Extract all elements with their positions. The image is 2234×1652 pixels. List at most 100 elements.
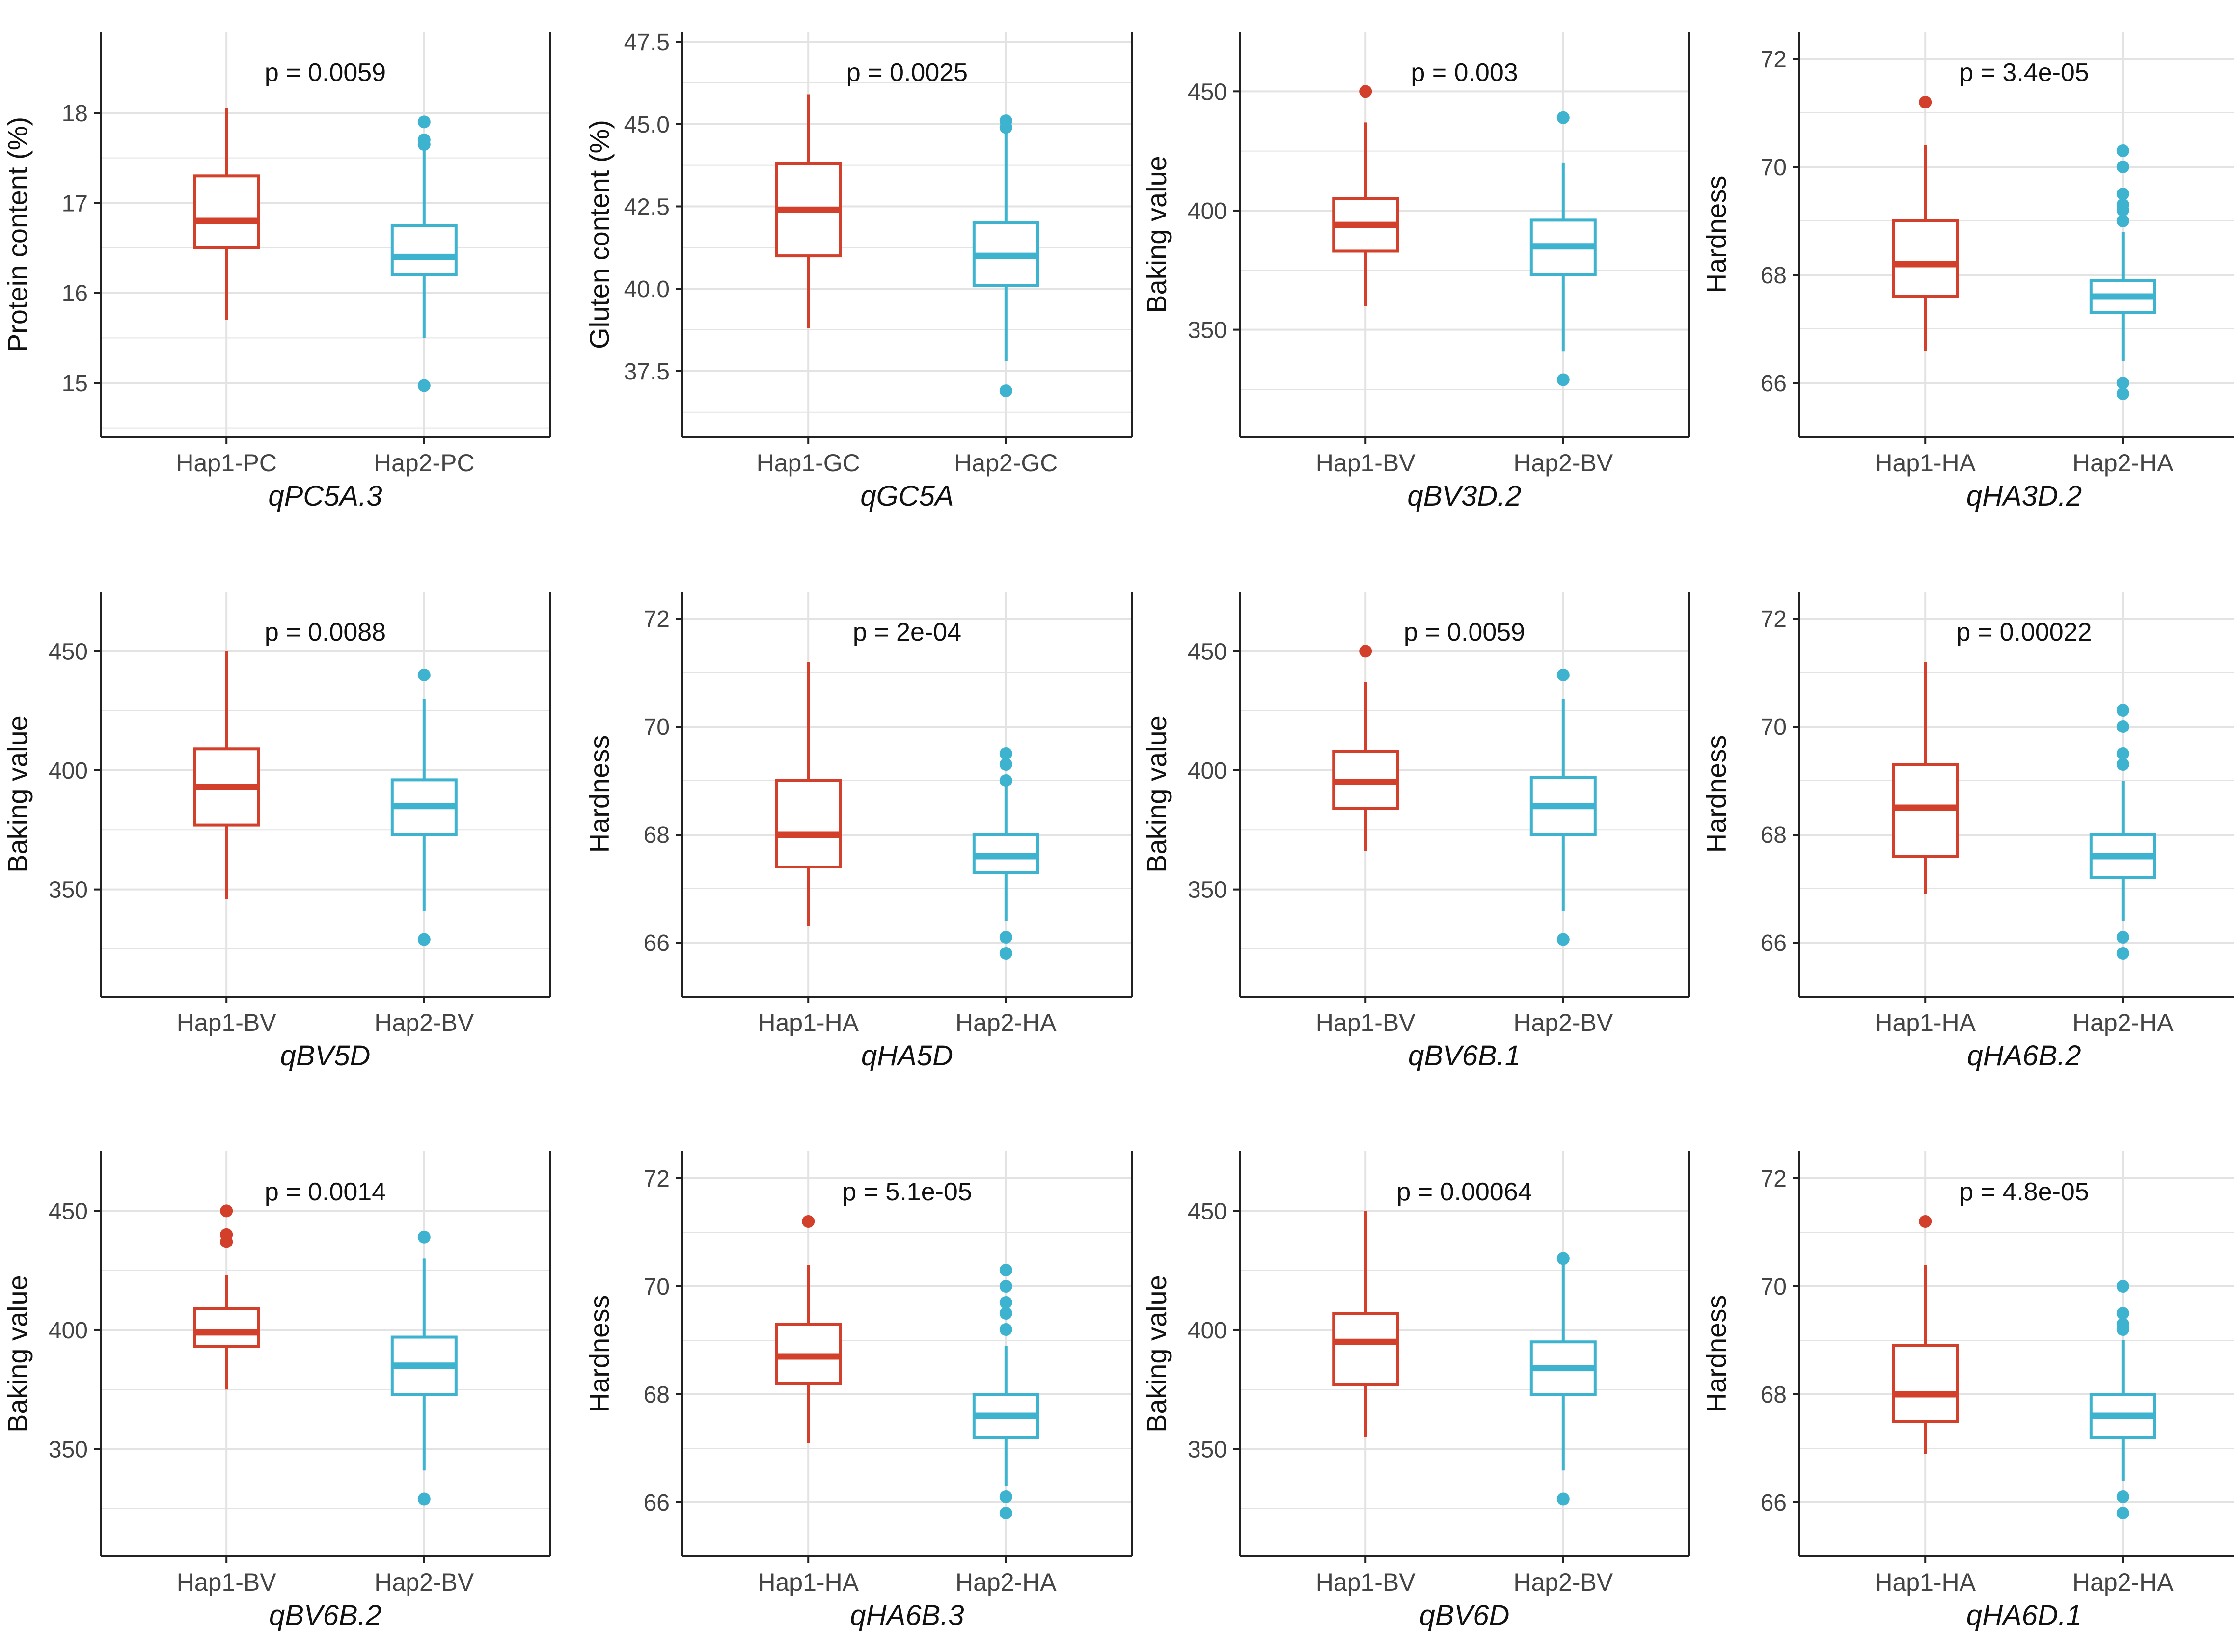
y-tick-label: 400 [1188, 1318, 1227, 1344]
box-iqr [193, 1307, 260, 1348]
outlier-point [999, 758, 1012, 771]
box-group-hap1 [193, 108, 260, 320]
box-group-hap1 [1892, 662, 1959, 894]
x-tick-label: Hap1-HA [758, 1009, 859, 1036]
y-tick-label: 350 [1188, 318, 1227, 344]
outlier-point [1556, 1252, 1570, 1265]
panel-3: 350 400 450 Hap1-BV Hap2-BV qBV3D.2 Baking val… [1141, 32, 1690, 512]
y-tick-label: 72 [644, 1166, 670, 1192]
y-tick-label: 70 [1761, 714, 1787, 740]
box-group-hap2 [1529, 1252, 1597, 1506]
y-tick-label: 68 [644, 822, 670, 848]
outlier-point [417, 115, 431, 129]
y-tick-label: 15 [62, 371, 88, 397]
outlier-point [2116, 704, 2129, 717]
panel-10: 66 68 70 72 Hap1-HA Hap2-HA qHA6B.3 Hardness p =… [584, 1151, 1133, 1631]
outlier-point [2116, 215, 2129, 227]
y-axis-title: Hardness [1701, 735, 1732, 853]
x-axis-title: qHA6B.3 [850, 1599, 964, 1631]
p-value-label: p = 0.0059 [265, 58, 386, 87]
outlier-point [999, 1507, 1012, 1519]
box-iqr [193, 174, 260, 250]
x-tick-label: Hap2-HA [955, 1569, 1057, 1596]
x-axis-title: qBV3D.2 [1407, 480, 1521, 512]
x-axis-title: qBV5D [280, 1040, 371, 1072]
y-tick-label: 70 [644, 1274, 670, 1300]
outlier-point [417, 1492, 431, 1506]
outlier-point [999, 774, 1012, 787]
box-group-hap2 [2089, 144, 2156, 400]
outlier-point [2116, 188, 2129, 200]
outlier-point [1919, 1215, 1932, 1228]
y-tick-label: 16 [62, 281, 88, 307]
x-tick-label: Hap1-HA [1875, 449, 1976, 477]
x-tick-label: Hap2-HA [955, 1009, 1057, 1036]
y-tick-label: 450 [49, 639, 88, 665]
x-tick-label: Hap1-BV [1316, 1009, 1416, 1036]
y-tick-label: 68 [1761, 263, 1787, 289]
outlier-point [417, 668, 431, 681]
outlier-point [1359, 85, 1372, 98]
outlier-point [999, 1307, 1012, 1320]
x-tick-label: Hap2-BV [1513, 449, 1613, 477]
y-tick-label: 72 [1761, 606, 1787, 632]
outlier-point [2116, 387, 2129, 400]
y-tick-label: 18 [62, 101, 88, 127]
x-axis-title: qBV6B.2 [269, 1599, 381, 1631]
outlier-point [2116, 1490, 2129, 1503]
y-tick-label: 400 [49, 758, 88, 784]
p-value-label: p = 5.1e-05 [842, 1178, 972, 1206]
box-group-hap1 [1332, 1211, 1399, 1437]
outlier-point [2116, 1318, 2129, 1330]
box-group-hap1 [1332, 645, 1399, 851]
box-iqr [390, 224, 458, 276]
panel-9: 350 400 450 Hap1-BV Hap2-BV qBV6B.2 Baking val… [2, 1151, 551, 1631]
box-group-hap1 [193, 651, 260, 899]
x-tick-label: Hap2-HA [2072, 449, 2174, 477]
outlier-point [1556, 373, 1570, 386]
x-axis-title: qHA3D.2 [1966, 480, 2082, 512]
outlier-point [999, 1296, 1012, 1309]
p-value-label: p = 0.0059 [1404, 618, 1525, 647]
x-tick-label: Hap1-HA [758, 1569, 859, 1596]
box-group-hap1 [1892, 96, 1959, 351]
y-tick-label: 400 [49, 1318, 88, 1344]
box-iqr [1332, 1312, 1399, 1386]
outlier-point [999, 1490, 1012, 1503]
panel-4: 66 68 70 72 Hap1-HA Hap2-HA qHA3D.2 Hardness p =… [1701, 32, 2234, 512]
box-iqr [1892, 219, 1959, 298]
x-axis-title: qPC5A.3 [268, 480, 382, 512]
y-tick-label: 66 [1761, 1490, 1787, 1516]
outlier-point [999, 1264, 1012, 1276]
box-group-hap2 [972, 747, 1039, 960]
box-iqr [775, 779, 842, 868]
outlier-point [999, 114, 1012, 128]
outlier-point [1556, 933, 1570, 946]
box-group-hap2 [2089, 704, 2156, 960]
outlier-point [2116, 1280, 2129, 1293]
x-tick-label: Hap2-HA [2072, 1009, 2174, 1036]
outlier-point [999, 931, 1012, 944]
outlier-point [2116, 931, 2129, 944]
y-tick-label: 66 [1761, 930, 1787, 956]
box-group-hap1 [775, 662, 842, 926]
outlier-point [2116, 747, 2129, 760]
x-tick-label: Hap1-HA [1875, 1569, 1976, 1596]
y-tick-label: 400 [1188, 758, 1227, 784]
outlier-point [1556, 1492, 1570, 1506]
p-value-label: p = 0.0014 [265, 1178, 386, 1206]
outlier-point [2116, 144, 2129, 157]
y-tick-label: 400 [1188, 198, 1227, 224]
y-tick-label: 350 [1188, 877, 1227, 903]
x-tick-label: Hap1-BV [1316, 449, 1416, 477]
y-tick-label: 72 [644, 606, 670, 632]
y-tick-label: 350 [49, 1437, 88, 1463]
outlier-point [2116, 161, 2129, 173]
x-axis-title: qBV6D [1419, 1599, 1510, 1631]
outlier-point [802, 1215, 815, 1228]
y-tick-label: 70 [1761, 1274, 1787, 1300]
